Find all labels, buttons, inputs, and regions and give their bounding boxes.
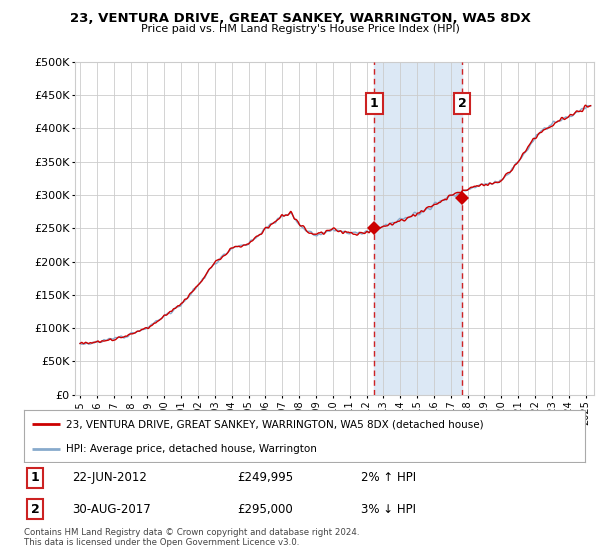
Text: £295,000: £295,000 [237, 502, 293, 516]
Text: 30-AUG-2017: 30-AUG-2017 [71, 502, 151, 516]
Text: 22-JUN-2012: 22-JUN-2012 [71, 471, 146, 484]
Text: 2: 2 [31, 502, 40, 516]
Text: 1: 1 [370, 97, 379, 110]
Text: 23, VENTURA DRIVE, GREAT SANKEY, WARRINGTON, WA5 8DX: 23, VENTURA DRIVE, GREAT SANKEY, WARRING… [70, 12, 530, 25]
Bar [374, 62, 462, 395]
Text: 2: 2 [458, 97, 466, 110]
Text: Price paid vs. HM Land Registry's House Price Index (HPI): Price paid vs. HM Land Registry's House … [140, 24, 460, 34]
Text: Contains HM Land Registry data © Crown copyright and database right 2024.
This d: Contains HM Land Registry data © Crown c… [24, 528, 359, 547]
Text: HPI: Average price, detached house, Warrington: HPI: Average price, detached house, Warr… [66, 444, 317, 454]
Text: 1: 1 [31, 471, 40, 484]
Text: 2% ↑ HPI: 2% ↑ HPI [361, 471, 416, 484]
Text: 3% ↓ HPI: 3% ↓ HPI [361, 502, 416, 516]
Text: 23, VENTURA DRIVE, GREAT SANKEY, WARRINGTON, WA5 8DX (detached house): 23, VENTURA DRIVE, GREAT SANKEY, WARRING… [66, 419, 484, 430]
Text: £249,995: £249,995 [237, 471, 293, 484]
